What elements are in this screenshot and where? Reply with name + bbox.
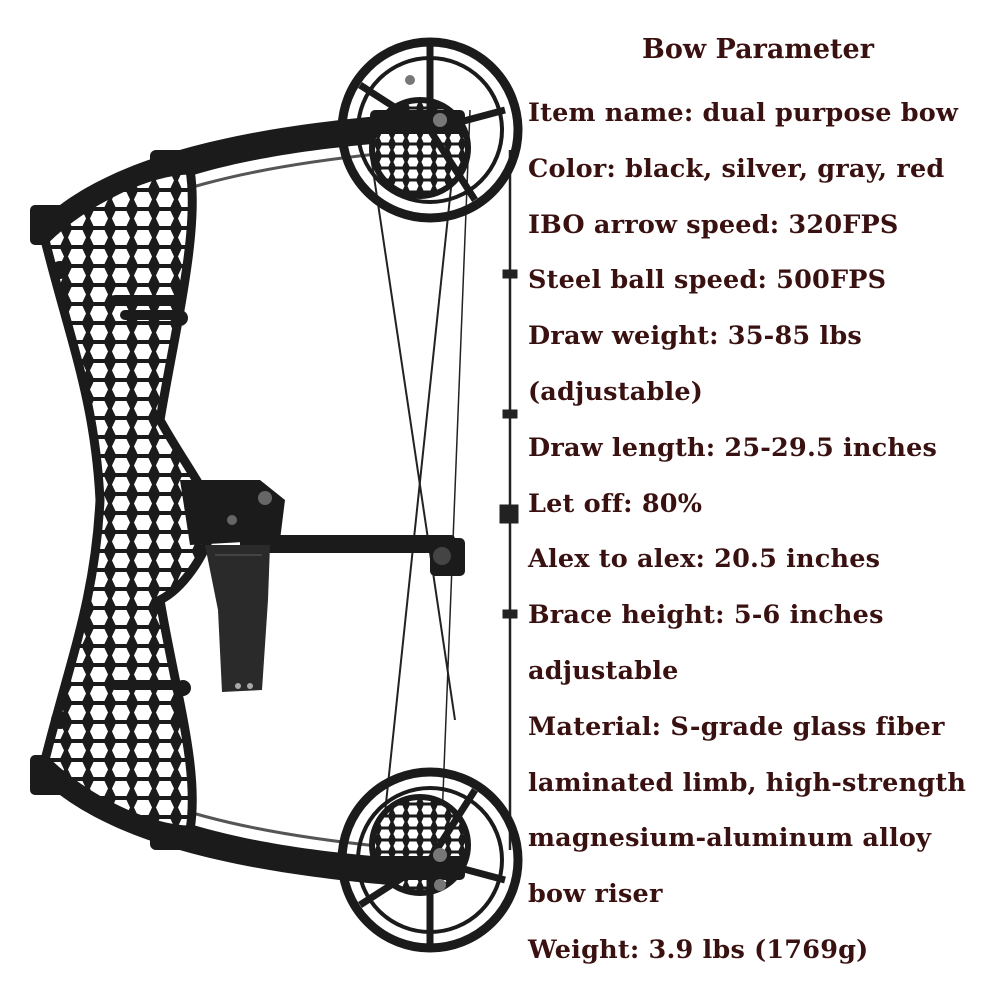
param-material: Material: S-grade glass fiber <box>528 711 945 742</box>
param-let-off: Let off: 80% <box>528 488 703 519</box>
param-steel-ball-speed: Steel ball speed: 500FPS <box>528 265 887 296</box>
param-item-name: Item name: dual purpose bow <box>528 98 959 128</box>
param-brace-height-note: adjustable <box>528 655 679 686</box>
param-axle-to-axle: Alex to alex: 20.5 inches <box>528 544 881 575</box>
param-weight: Weight: 3.9 lbs (1769g) <box>528 934 869 965</box>
upper-cam <box>337 37 523 223</box>
param-material-line-3: magnesium-aluminum alloy <box>528 823 932 854</box>
bow-riser <box>40 165 220 835</box>
arrow-shelf <box>180 480 465 576</box>
bow-grip <box>205 545 270 692</box>
parameter-list: Item name: dual purpose bow Color: black… <box>528 86 988 979</box>
lower-cam <box>337 767 523 953</box>
param-color: Color: black, silver, gray, red <box>528 153 945 184</box>
param-draw-length: Draw length: 25-29.5 inches <box>528 432 938 463</box>
bow-parameter-panel: Bow Parameter Item name: dual purpose bo… <box>528 30 988 979</box>
compound-bow-image <box>30 37 523 953</box>
param-draw-weight-note: (adjustable) <box>528 376 704 407</box>
param-draw-weight: Draw weight: 35-85 lbs <box>528 321 862 352</box>
parameter-title: Bow Parameter <box>642 34 874 65</box>
param-brace-height: Brace height: 5-6 inches <box>528 600 884 631</box>
param-ibo-arrow-speed: IBO arrow speed: 320FPS <box>528 209 899 240</box>
param-material-line-4: bow riser <box>528 879 663 910</box>
param-material-line-2: laminated limb, high-strength <box>528 767 967 798</box>
bow-string <box>369 109 519 871</box>
